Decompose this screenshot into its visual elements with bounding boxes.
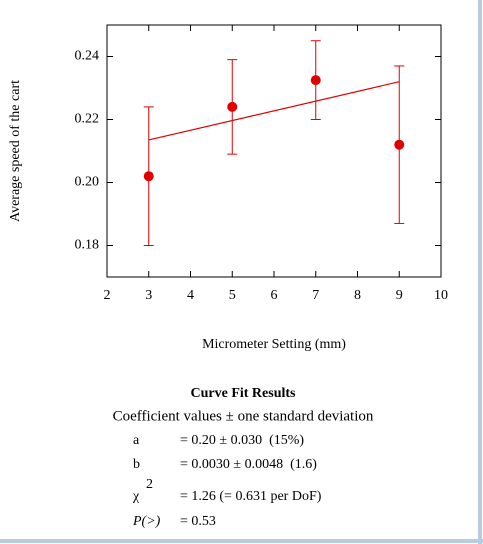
fit-title: Curve Fit Results [191, 386, 297, 401]
point [143, 171, 154, 182]
x-tick-label: 4 [187, 288, 194, 303]
y-tick-label: 0.18 [75, 238, 100, 253]
point [394, 139, 405, 150]
fit-value: = 0.20 ± 0.030 (15%) [180, 433, 304, 448]
y-tick-label: 0.20 [75, 175, 100, 190]
x-tick-label: 3 [145, 288, 152, 303]
x-axis-label: Micrometer Setting (mm) [202, 337, 346, 352]
fit-label: a [133, 433, 140, 448]
fit-value: = 0.53 [180, 514, 216, 529]
x-tick-label: 9 [396, 288, 403, 303]
fit-label: P(>) [132, 514, 161, 529]
x-tick-label: 7 [312, 288, 319, 303]
fit-label: b [133, 457, 140, 472]
x-tick-label: 10 [434, 288, 448, 303]
fit-value: = 1.26 (= 0.631 per DoF) [180, 489, 322, 504]
fit-label: χ [132, 489, 140, 504]
fit-superscript: 2 [146, 477, 153, 492]
x-tick-label: 8 [354, 288, 361, 303]
x-tick-label: 5 [229, 288, 236, 303]
fit-line [148, 81, 400, 141]
point [227, 101, 238, 112]
point [310, 75, 321, 86]
x-tick-label: 2 [104, 288, 111, 303]
y-tick-label: 0.22 [75, 112, 100, 127]
y-tick-label: 0.24 [75, 49, 100, 64]
y-axis-label: Average speed of the cart [8, 80, 23, 222]
x-tick-label: 6 [271, 288, 278, 303]
fit-value: = 0.0030 ± 0.0048 (1.6) [180, 457, 317, 472]
fit-subtitle: Coefficient values ± one standard deviat… [113, 408, 374, 424]
plot-frame [106, 24, 442, 278]
